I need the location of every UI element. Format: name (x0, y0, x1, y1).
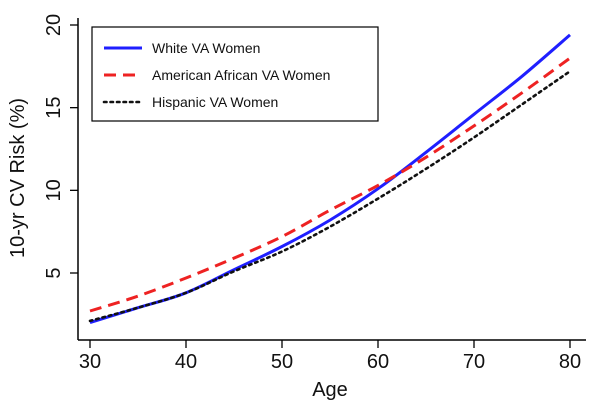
series-line-3 (88, 70, 572, 323)
axes: 30 40 50 60 70 80 5 10 15 20 (43, 14, 586, 373)
x-tick-label: 80 (559, 351, 581, 373)
y-tick-label: 20 (43, 14, 65, 36)
x-tick-label: 50 (271, 351, 293, 373)
x-axis-title: Age (312, 379, 348, 401)
series-lines (88, 33, 572, 325)
y-axis-title: 10-yr CV Risk (%) (7, 98, 29, 258)
y-tick-label: 15 (43, 97, 65, 119)
legend-label: American African VA Women (152, 67, 330, 83)
legend-label: White VA Women (152, 40, 260, 56)
legend-label: Hispanic VA Women (152, 94, 278, 110)
x-tick-label: 30 (79, 351, 101, 373)
x-tick-label: 70 (463, 351, 485, 373)
legend-box (91, 26, 379, 122)
x-tick-label: 60 (367, 351, 389, 373)
x-tick-label: 40 (175, 351, 197, 373)
series-line-2 (89, 56, 571, 313)
y-tick-label: 10 (43, 179, 65, 201)
legend: White VA Women American African VA Women H… (91, 26, 379, 122)
y-tick-label: 5 (43, 267, 65, 278)
